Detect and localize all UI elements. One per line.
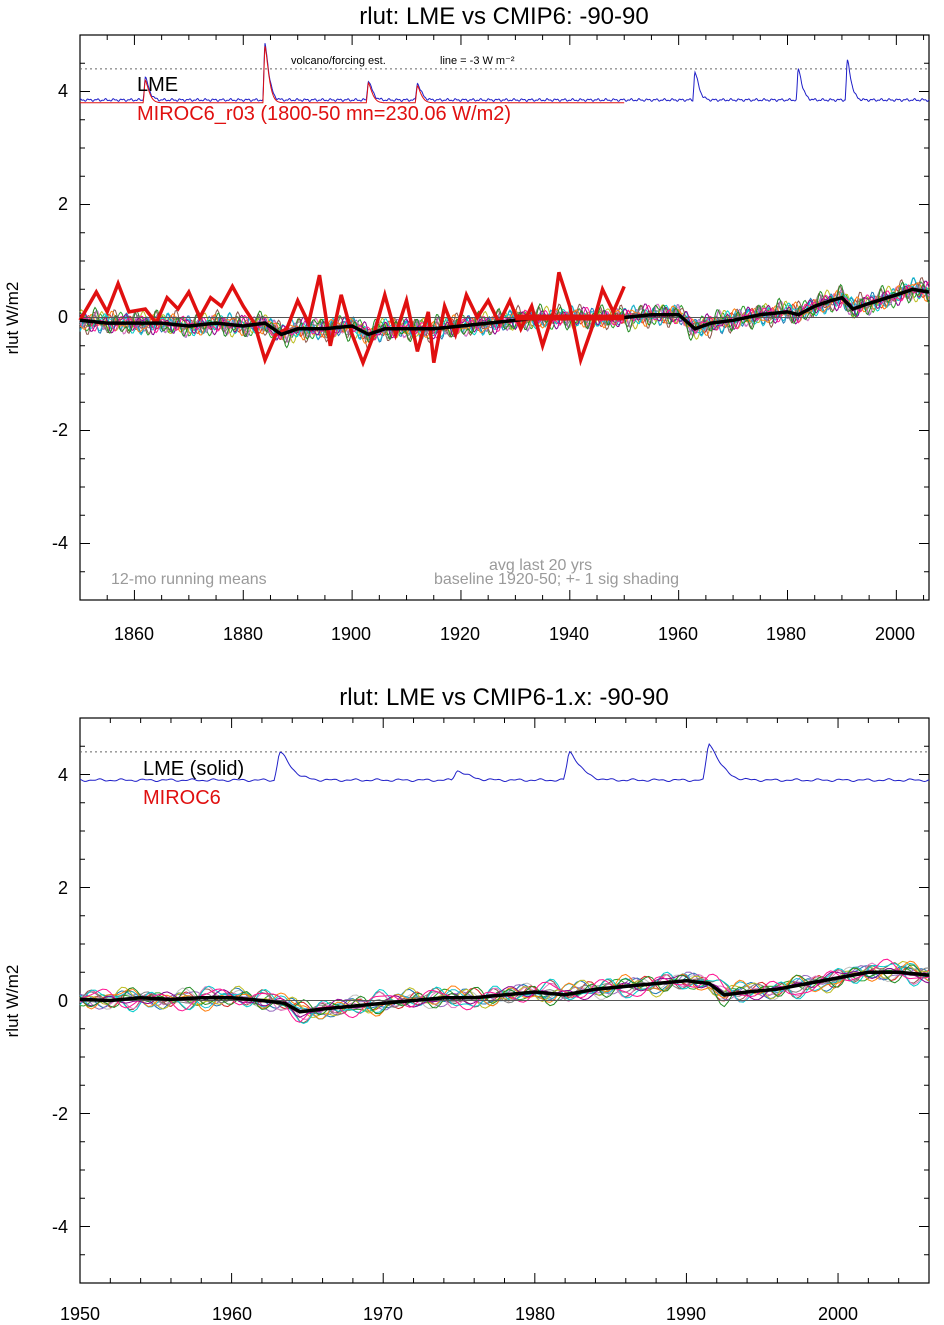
chart-title: rlut: LME vs CMIP6-1.x: -90-90 [339, 684, 668, 711]
y-tick-label: -4 [52, 533, 68, 553]
x-tick-labels: 1950 1960 1970 1980 1990 2000 [60, 1304, 858, 1324]
y-axis-label: rlut W/m2 [3, 282, 22, 355]
y-tick-label: 4 [58, 81, 68, 101]
tick-marks [79, 34, 929, 601]
note-running-means: 12-mo running means [111, 571, 267, 588]
panel-top: rlut: LME vs CMIP6: -90-90 rlut W/m2 vol… [3, 3, 930, 644]
x-tick-label: 2000 [818, 1304, 858, 1324]
x-tick-label: 2000 [875, 624, 915, 644]
forcing-note: volcano/forcing est. [291, 55, 386, 67]
ensemble-member-line [79, 967, 930, 1014]
x-tick-label: 1900 [331, 624, 371, 644]
miroc-series [78, 271, 626, 368]
x-tick-label: 1960 [658, 624, 698, 644]
panel-bottom: rlut: LME vs CMIP6-1.x: -90-90 rlut W/m2… [3, 684, 930, 1324]
note-avg-last: avg last 20 yrs [489, 557, 592, 574]
x-tick-label: 1950 [60, 1304, 100, 1324]
x-tick-labels: 1860 1880 1900 1920 1940 1960 1980 2000 [114, 624, 915, 644]
lme-mean-series [79, 970, 930, 1014]
x-tick-label: 1920 [440, 624, 480, 644]
x-tick-label: 1880 [223, 624, 263, 644]
ensemble-members [79, 958, 930, 1025]
legend-miroc: MIROC6_r03 (1800-50 mn=230.06 W/m2) [137, 103, 511, 125]
legend-miroc: MIROC6 [143, 787, 221, 809]
forcing-series [79, 743, 930, 783]
x-tick-label: 1970 [363, 1304, 403, 1324]
forcing-series [79, 43, 930, 102]
chart-title: rlut: LME vs CMIP6: -90-90 [359, 3, 648, 30]
tick-marks [79, 717, 930, 1284]
y-tick-label: 2 [58, 878, 68, 898]
y-tick-label: -2 [52, 1104, 68, 1124]
legend-lme: LME (solid) [143, 758, 244, 780]
x-tick-label: 1960 [212, 1304, 252, 1324]
ensemble-member-line [79, 960, 930, 1020]
x-tick-label: 1940 [549, 624, 589, 644]
y-tick-label: 0 [58, 991, 68, 1011]
forcing-line-note: line = -3 W m⁻² [440, 55, 515, 67]
note-baseline: baseline 1920-50; +- 1 sig shading [434, 571, 679, 588]
legend-lme: LME [137, 74, 178, 96]
y-tick-label: -2 [52, 420, 68, 440]
x-tick-label: 1860 [114, 624, 154, 644]
y-tick-labels: 4 2 0 -2 -4 [52, 765, 68, 1237]
y-tick-labels: 4 2 0 -2 -4 [52, 81, 68, 553]
x-tick-label: 1990 [666, 1304, 706, 1324]
miroc-forcing-series [80, 46, 625, 104]
y-tick-label: 0 [58, 307, 68, 327]
y-tick-label: -4 [52, 1217, 68, 1237]
x-tick-label: 1980 [766, 624, 806, 644]
y-tick-label: 2 [58, 194, 68, 214]
y-axis-label: rlut W/m2 [3, 965, 22, 1038]
y-tick-label: 4 [58, 765, 68, 785]
x-tick-label: 1980 [515, 1304, 555, 1324]
